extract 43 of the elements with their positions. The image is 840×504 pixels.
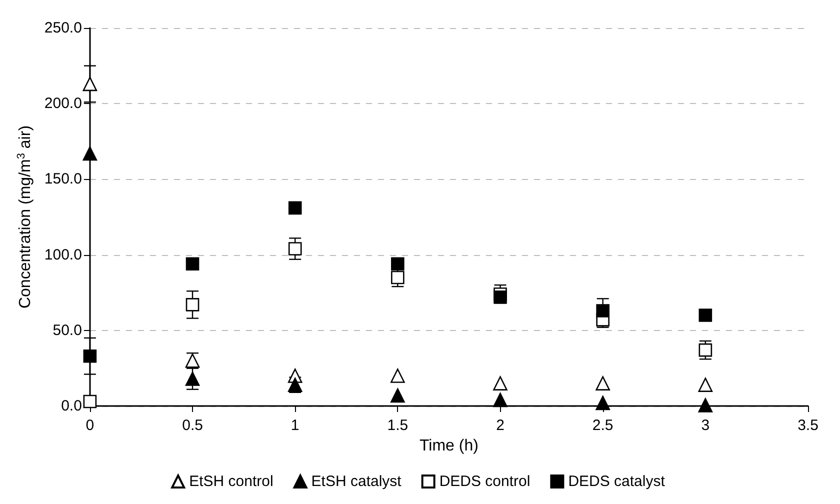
point [288,242,302,256]
point [82,146,98,161]
point [493,392,508,408]
legend-label: DEDS control [439,473,530,490]
legend-label: EtSH control [189,473,274,490]
point [186,298,200,312]
point [494,290,507,304]
y-tick-label: 50.0 [52,322,82,339]
y-axis-title: Concentration (mg/m3 air) [16,125,34,309]
x-tick-label: 2.5 [592,417,614,434]
x-tick-label: 1.5 [387,417,408,434]
point [596,304,610,318]
x-axis-title: Time (h) [419,437,478,454]
point [698,378,713,392]
x-tick-label: 3.5 [798,417,818,434]
point [698,343,712,357]
point [596,376,610,390]
point [493,376,508,390]
point [391,270,404,284]
point [185,372,200,386]
point [83,394,97,408]
point [288,201,302,215]
point [698,398,713,412]
point [390,388,405,403]
point [391,257,404,271]
y-tick-label: 150.0 [44,170,82,188]
x-tick-label: 0 [86,417,94,434]
point [186,257,200,271]
x-tick-label: 3 [701,417,710,434]
legend-label: DEDS catalyst [568,473,666,490]
point [82,76,98,92]
x-tick-label: 1 [290,417,300,434]
point [596,396,610,410]
x-tick-label: 0.5 [182,417,203,434]
point [83,349,97,363]
y-tick-label: 100.0 [44,246,82,264]
y-tick-label: 250.0 [44,20,82,36]
point [390,368,405,383]
x-tick-label: 2 [496,417,504,434]
y-tick-label: 200.0 [44,95,82,112]
legend-label: EtSH catalyst [311,473,402,490]
point [698,308,712,322]
y-tick-label: 0.0 [61,398,82,414]
